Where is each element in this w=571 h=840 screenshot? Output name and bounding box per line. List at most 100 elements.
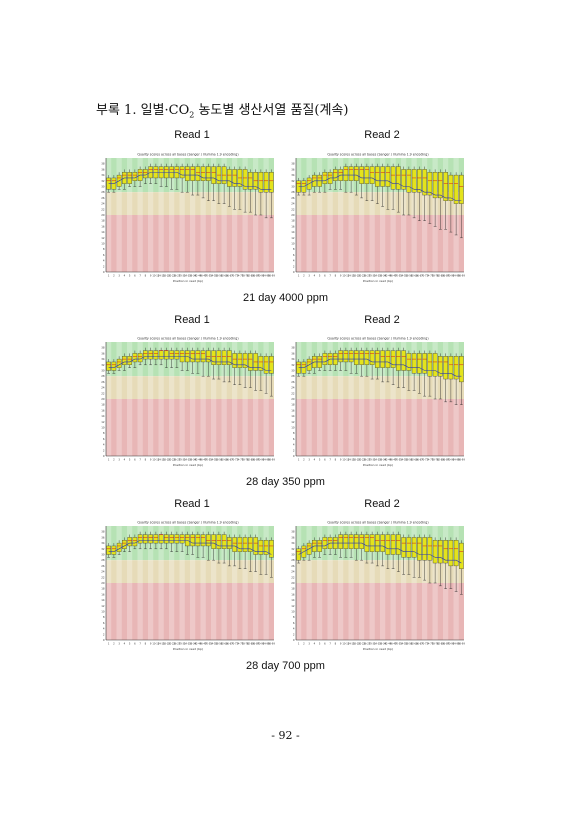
x-tick-label: 74-75 (426, 643, 433, 646)
y-tick-label: 26 (101, 380, 105, 384)
box (385, 350, 391, 368)
box (427, 172, 433, 196)
y-tick-label: 12 (291, 236, 295, 240)
y-tick-label: 34 (101, 541, 105, 545)
x-tick-label: 4 (124, 275, 126, 278)
y-tick-label: 22 (101, 391, 105, 395)
y-tick-label: 4 (103, 627, 105, 631)
y-tick-label: 16 (291, 592, 295, 596)
stripe (242, 342, 248, 456)
y-tick-label: 6 (293, 437, 295, 441)
box (417, 537, 422, 561)
y-tick-label: 20 (101, 213, 105, 217)
x-tick-label: 3 (308, 275, 310, 278)
y-tick-label: 32 (101, 547, 105, 551)
x-tick-label: 78-79 (432, 275, 439, 278)
x-tick-label: 66-67 (416, 643, 423, 646)
y-tick-label: 28 (101, 374, 105, 378)
stripe (221, 342, 227, 456)
box (375, 166, 380, 187)
x-tick-label: 54-55 (210, 643, 217, 646)
stripe (253, 526, 259, 640)
x-tick-label: 94-95 (453, 643, 460, 646)
x-tick-label: 82-83 (437, 275, 444, 278)
stripe (327, 526, 333, 640)
x-tick-label: 62-63 (411, 459, 418, 462)
zone-medium (296, 192, 464, 215)
box (221, 534, 227, 549)
x-tick-label: 70-71 (421, 275, 428, 278)
box (211, 166, 216, 184)
appendix-heading: 부록 1. 일별·CO2 농도별 생산서열 품질(계속) (96, 103, 349, 120)
x-tick-label: 38-39 (189, 643, 196, 646)
stripe (127, 158, 133, 272)
x-tick-label: 10-11 (152, 459, 159, 462)
x-tick-label: 22-23 (168, 643, 175, 646)
box (211, 350, 216, 365)
y-tick-label: 20 (291, 581, 295, 585)
x-tick-label: 50-51 (205, 275, 212, 278)
box (263, 356, 269, 374)
x-tick-label: 7 (329, 459, 331, 462)
y-tick-label: 24 (101, 202, 105, 206)
x-tick-label: 22-23 (168, 275, 175, 278)
y-tick-label: 30 (101, 553, 105, 557)
box (401, 350, 406, 371)
box (269, 540, 274, 558)
x-tick-label: 1 (108, 275, 110, 278)
y-tick-label: 16 (101, 592, 105, 596)
x-tick-label: 10-11 (342, 643, 349, 646)
x-tick-label: 9 (340, 459, 342, 462)
box (132, 353, 138, 363)
stripe (137, 342, 143, 456)
y-tick-label: 34 (291, 357, 295, 361)
box (174, 534, 180, 544)
x-tick-label: 26-27 (363, 459, 370, 462)
box (169, 350, 174, 360)
box (190, 350, 195, 363)
y-tick-label: 0 (103, 270, 105, 274)
caption-28day-700ppm: 28 day 700 ppm (246, 660, 325, 672)
x-tick-label: 46-47 (200, 275, 207, 278)
y-tick-label: 30 (291, 369, 295, 373)
y-tick-label: 0 (103, 454, 105, 458)
x-tick-label: 5 (129, 459, 131, 462)
x-tick-label: 2 (303, 275, 305, 278)
chart-title: Quality scores across all bases (Sanger … (327, 337, 428, 341)
box (406, 537, 412, 558)
stripe (422, 342, 428, 456)
stripe (253, 342, 259, 456)
x-tick-label: 5 (319, 275, 321, 278)
mean-line (108, 355, 272, 371)
y-tick-label: 10 (291, 242, 295, 246)
box (443, 356, 448, 380)
y-tick-label: 0 (293, 270, 295, 274)
x-tick-label: 8 (145, 275, 147, 278)
box (380, 166, 385, 187)
stripe (411, 342, 417, 456)
caption-21day-4000ppm: 21 day 4000 ppm (242, 292, 328, 304)
y-tick-label: 2 (293, 264, 295, 268)
y-tick-label: 38 (101, 162, 105, 166)
chart-title: Quality scores across all bases (Sanger … (327, 153, 428, 157)
stripe (148, 342, 154, 456)
y-tick-label: 32 (291, 547, 295, 551)
x-tick-label: 70-71 (231, 459, 238, 462)
y-tick-label: 34 (291, 541, 295, 545)
x-tick-label: 2 (113, 275, 115, 278)
y-tick-label: 24 (291, 386, 295, 390)
x-tick-label: 94-95 (453, 459, 460, 462)
stripe (380, 342, 386, 456)
y-tick-label: 30 (291, 185, 295, 189)
box (375, 350, 380, 368)
x-tick-label: 9 (340, 275, 342, 278)
x-axis-label: Position in read (bp) (363, 279, 393, 283)
box (432, 540, 438, 564)
y-tick-label: 12 (291, 420, 295, 424)
x-axis-label: Position in read (bp) (173, 647, 203, 651)
y-tick-label: 28 (291, 374, 295, 378)
x-tick-label: 1 (298, 643, 300, 646)
y-tick-label: 28 (291, 190, 295, 194)
box (221, 350, 227, 365)
chart-title: Quality scores across all bases (Sanger … (137, 337, 238, 341)
